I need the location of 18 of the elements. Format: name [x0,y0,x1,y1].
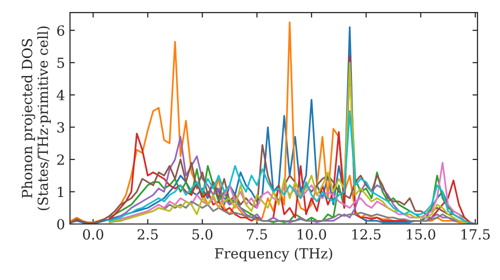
y-tick-label: 1 [58,186,64,197]
y-tick-label: 5 [57,58,64,68]
x-tick-label: 7.5 [247,229,267,240]
x-tick-label: 2.5 [138,229,158,240]
x-tick-label: 12.5 [352,229,381,240]
line-series [108,110,476,224]
x-tick-label: 15.0 [406,229,436,240]
x-axis-title: Frequency (THz) [214,248,332,262]
y-tick-label: 6 [57,25,64,36]
x-tick-label: 5.0 [192,229,212,240]
y-tick-label: 3 [57,122,64,133]
y-axis-title: Phonon projected DOS (States/THz·primitive cell) [22,26,51,210]
x-tick-label: 17.5 [462,229,490,240]
y-tick-label: 4 [56,90,64,100]
x-tick-label: 0.0 [83,229,104,240]
y-tick-label: 0 [57,218,64,230]
x-tick-label: 10.0 [298,229,326,240]
y-tick-label: 2 [57,154,64,165]
